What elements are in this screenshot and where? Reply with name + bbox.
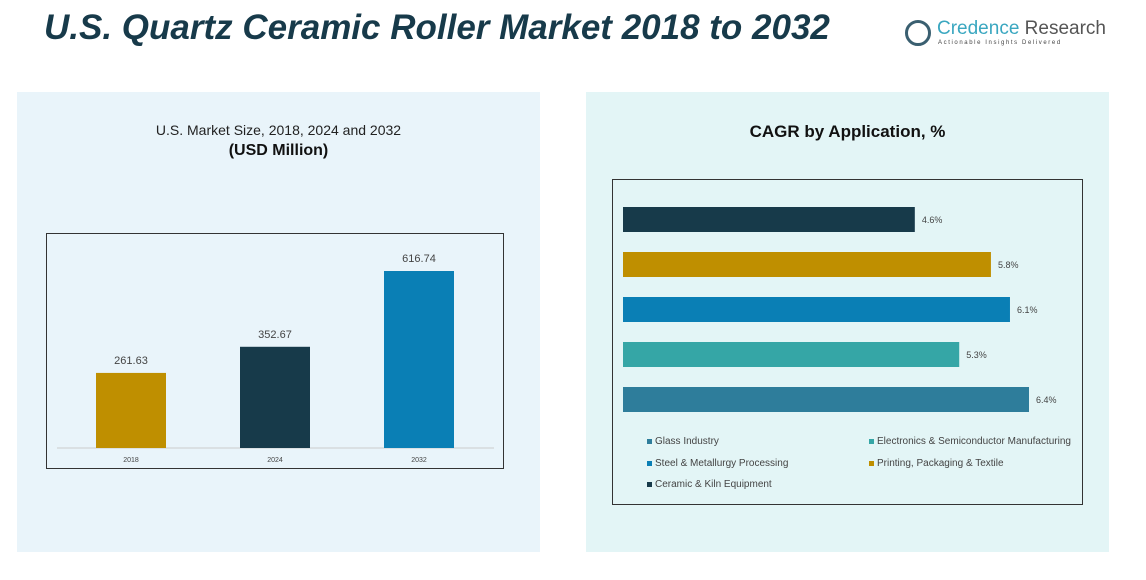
legend-item: Ceramic & Kiln Equipment xyxy=(647,479,772,490)
chart-subtitle: (USD Million) xyxy=(228,142,329,159)
bar-ceramic-kiln-equipment xyxy=(623,207,915,232)
logo-name-2: Research xyxy=(1019,18,1106,39)
legend-item: Electronics & Semiconductor Manufacturin… xyxy=(869,436,1071,447)
bar-2024 xyxy=(240,346,310,448)
data-label: 5.8% xyxy=(998,260,1019,270)
chart-title: U.S. Market Size, 2018, 2024 and 2032 xyxy=(155,122,402,138)
cagr-chart-frame xyxy=(612,179,1083,505)
data-label: 261.63 xyxy=(114,355,148,367)
legend-label: Ceramic & Kiln Equipment xyxy=(655,479,772,490)
x-tick-label: 2032 xyxy=(411,457,427,464)
market-size-chart-frame xyxy=(46,233,504,469)
bar-electronics-semiconductor-manufacturing xyxy=(623,342,960,367)
legend-swatch xyxy=(647,460,652,466)
legend-swatch xyxy=(869,460,874,466)
data-label: 616.74 xyxy=(402,253,436,265)
bar-glass-industry xyxy=(623,387,1029,412)
legend-label: Printing, Packaging & Textile xyxy=(877,458,1004,469)
legend-label: Glass Industry xyxy=(655,436,719,447)
data-label: 352.67 xyxy=(258,329,292,341)
data-label: 6.4% xyxy=(1036,395,1057,405)
legend-item: Steel & Metallurgy Processing xyxy=(647,458,788,469)
bar-2032 xyxy=(384,271,454,448)
legend-label: Electronics & Semiconductor Manufacturin… xyxy=(877,436,1071,447)
x-tick-label: 2018 xyxy=(123,457,139,464)
legend-swatch xyxy=(647,438,652,444)
legend-label: Steel & Metallurgy Processing xyxy=(655,458,789,469)
data-label: 4.6% xyxy=(922,215,943,225)
page-title: U.S. Quartz Ceramic Roller Market 2018 t… xyxy=(44,8,830,47)
legend-swatch xyxy=(869,438,874,444)
legend-swatch xyxy=(647,481,652,487)
credence-research-logo: Credence Research Actionable Insights De… xyxy=(905,18,1106,50)
x-tick-label: 2024 xyxy=(267,457,283,464)
bar-printing-packaging-textile xyxy=(623,252,991,277)
chart-title: CAGR by Application, % xyxy=(749,122,946,141)
bar-steel-metallurgy-processing xyxy=(623,297,1010,322)
data-label: 6.1% xyxy=(1017,305,1038,315)
bar-2018 xyxy=(96,372,166,448)
logo-tagline: Actionable Insights Delivered xyxy=(938,40,1062,46)
logo-chart-icon xyxy=(905,20,931,46)
legend-item: Printing, Packaging & Textile xyxy=(869,458,1004,469)
data-label: 5.3% xyxy=(966,350,987,360)
logo-name: Credence xyxy=(937,18,1020,39)
market-size-panel: U.S. Market Size, 2018, 2024 and 2032 (U… xyxy=(17,92,540,552)
legend-item: Glass Industry xyxy=(647,436,719,447)
